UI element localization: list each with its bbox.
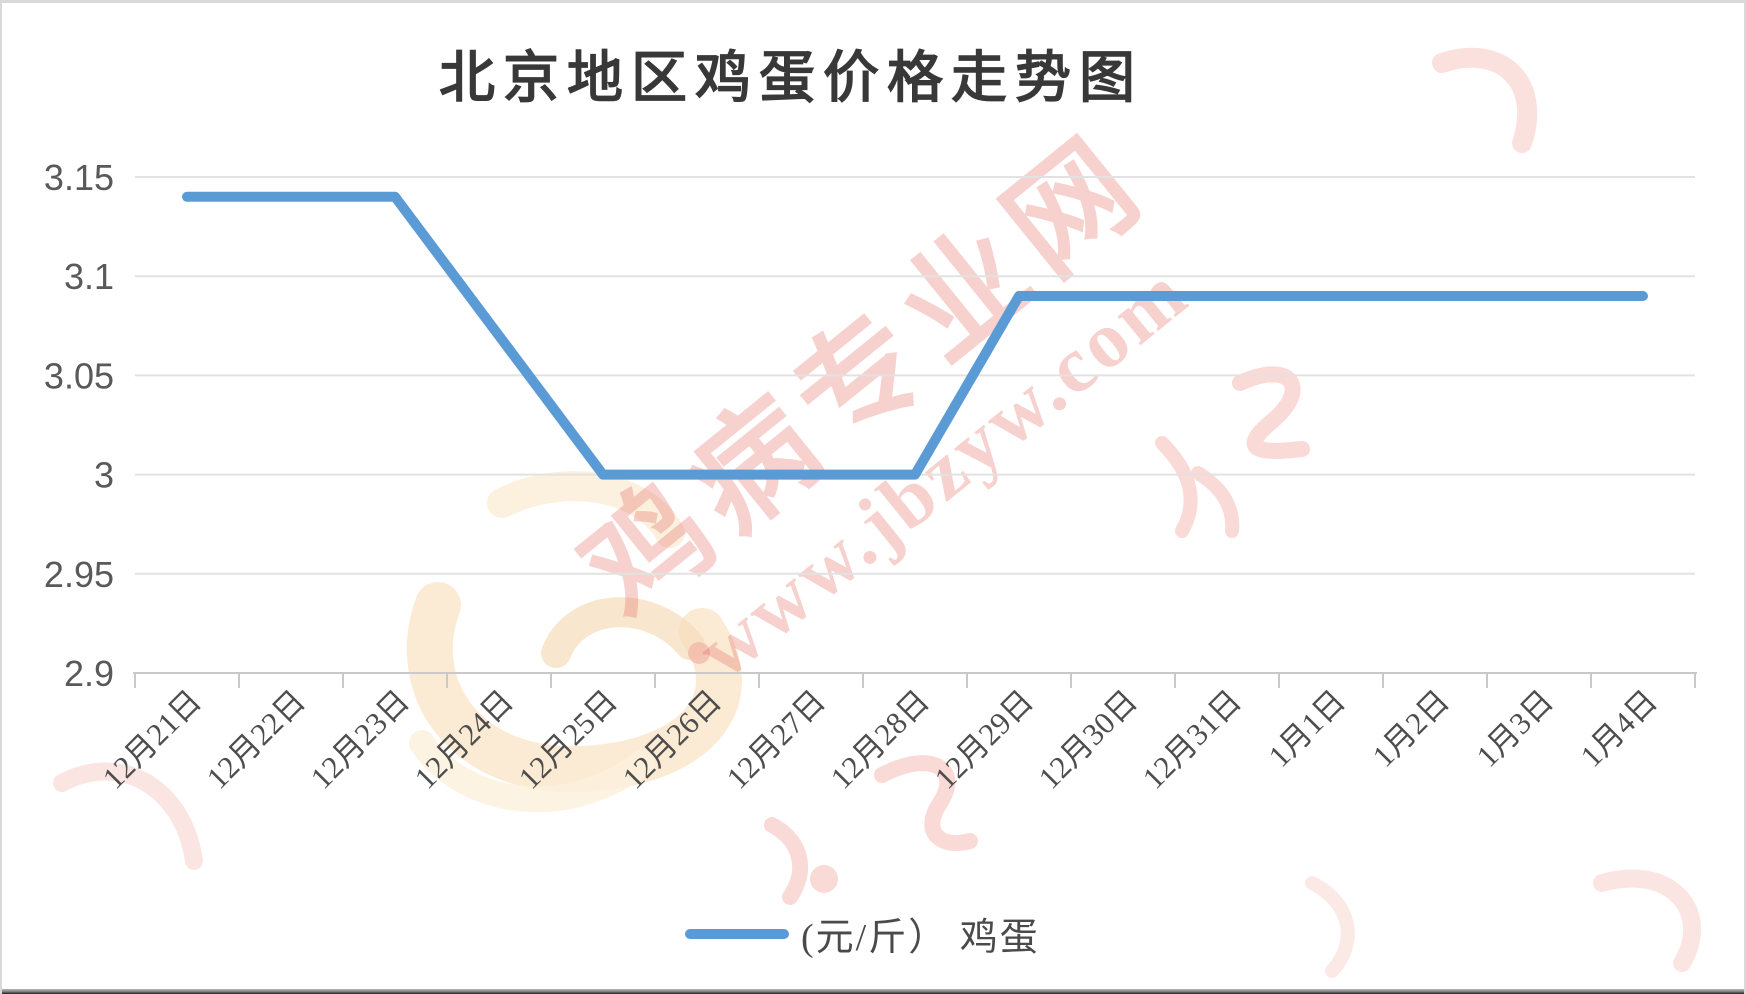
x-tick-label: 1月3日 xyxy=(1469,683,1560,774)
y-tick-label: 2.9 xyxy=(64,653,114,694)
x-tick-label: 12月28日 xyxy=(824,683,936,795)
y-tick-label: 3.1 xyxy=(64,256,114,297)
x-tick-label: 12月31日 xyxy=(1136,683,1248,795)
y-tick-label: 3.05 xyxy=(44,355,114,396)
x-tick-label: 12月26日 xyxy=(616,683,728,795)
price-line xyxy=(182,191,1648,480)
x-tick-label: 12月24日 xyxy=(408,683,520,795)
x-tick-label: 12月25日 xyxy=(512,683,624,795)
x-tick-label: 12月23日 xyxy=(304,683,416,795)
x-tick-label: 12月27日 xyxy=(720,683,832,795)
y-tick-label: 3 xyxy=(94,455,114,496)
plot-area: 3.153.13.0532.952.912月21日12月22日12月23日12月… xyxy=(44,157,1697,796)
bottom-border-strip xyxy=(2,989,1744,994)
x-tick-label: 12月30日 xyxy=(1032,683,1144,795)
legend: (元/斤） 鸡蛋 xyxy=(685,906,1040,961)
x-tick-label: 12月29日 xyxy=(928,683,1040,795)
y-tick-label: 3.15 xyxy=(44,157,114,198)
legend-series-label: (元/斤） 鸡蛋 xyxy=(801,917,1040,959)
legend-line-swatch xyxy=(685,928,789,939)
y-tick-label: 2.95 xyxy=(44,554,114,595)
x-tick-label: 1月4日 xyxy=(1573,683,1664,774)
x-tick-label: 1月2日 xyxy=(1365,683,1456,774)
chart-title: 北京地区鸡蛋价格走势图 xyxy=(439,48,1143,110)
x-tick-label: 12月21日 xyxy=(96,683,208,795)
x-tick-label: 1月1日 xyxy=(1261,683,1352,774)
x-tick-label: 12月22日 xyxy=(200,683,312,795)
